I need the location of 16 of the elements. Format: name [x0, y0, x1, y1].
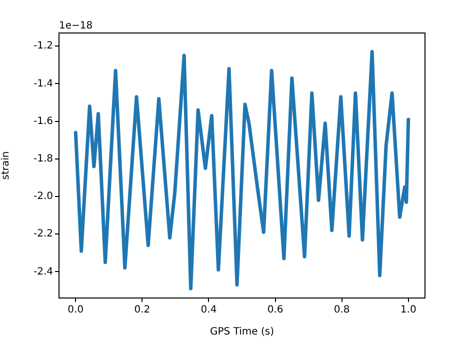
x-tick-label: 0.8: [334, 304, 350, 316]
x-tick-label: 1.0: [400, 304, 416, 316]
y-axis-title: strain: [0, 151, 12, 180]
x-tick-label: 0.4: [200, 304, 217, 316]
text: 1e−18: [59, 20, 93, 32]
x-tick-label: 0.0: [68, 304, 84, 316]
x-tick-label: 0.6: [267, 304, 284, 316]
x-axis-title: GPS Time (s): [210, 326, 274, 338]
y-tick-label: -1.4: [33, 78, 53, 90]
y-tick-label: -2.4: [33, 266, 53, 278]
y-tick-label: -2.0: [33, 191, 53, 202]
y-tick-label: -1.6: [33, 116, 53, 127]
y-tick-label: -2.2: [33, 228, 53, 240]
y-tick-label: -1.8: [33, 154, 53, 165]
x-tick-label: 0.2: [134, 304, 150, 316]
y-tick-label: -1.2: [33, 40, 53, 52]
